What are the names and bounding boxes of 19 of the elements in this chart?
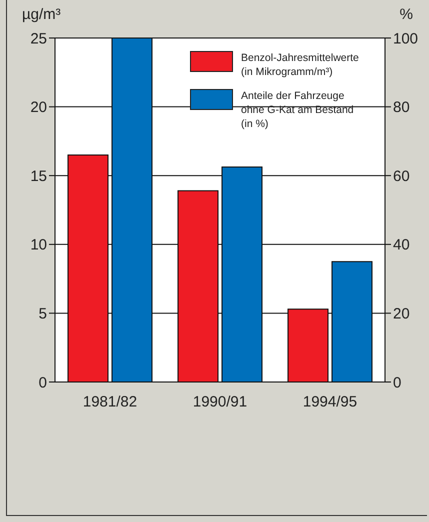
y2-tick-label: 80 xyxy=(393,99,410,116)
legend-label: Anteile der Fahrzeuge ohne G-Kat am Bestand (in %) xyxy=(241,89,355,131)
y-tick-label: 0 xyxy=(38,374,47,392)
y2-tick-label: 100 xyxy=(393,30,418,48)
y-tick-label: 25 xyxy=(30,30,47,48)
x-tick-label: 1990/91 xyxy=(192,394,248,411)
y2-axis-title: % xyxy=(400,6,413,23)
y-tick-label: 10 xyxy=(30,236,47,254)
x-tick-label: 1994/95 xyxy=(302,394,358,411)
y2-tick-label: 40 xyxy=(393,236,410,254)
x-tick-label: 1981/82 xyxy=(82,394,138,411)
legend-label: Benzol-Jahresmittelwerte (in Mikrogramm/m³) xyxy=(241,51,360,79)
y-tick-label: 20 xyxy=(30,99,47,116)
y2-tick-label: 60 xyxy=(393,168,410,185)
y-tick-label: 15 xyxy=(30,168,47,185)
y2-tick-label: 0 xyxy=(393,374,402,392)
y2-tick-label: 20 xyxy=(393,306,410,323)
y-tick-label: 5 xyxy=(38,306,47,323)
y-axis-title: µg/m³ xyxy=(22,6,61,23)
